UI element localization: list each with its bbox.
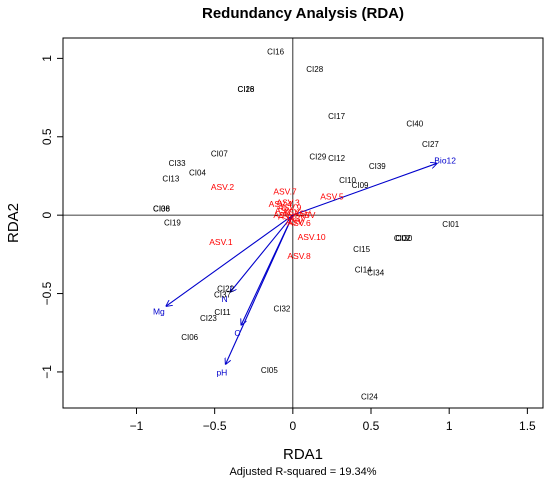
x-tick-label: 0 (289, 419, 296, 433)
site-label: CI34 (367, 269, 384, 278)
x-axis-title: RDA1 (283, 446, 323, 463)
site-label: CI26 (237, 85, 254, 94)
site-label: CI28 (306, 65, 323, 74)
x-tick-label: 0.5 (363, 419, 380, 433)
x-tick-label: 1 (446, 419, 453, 433)
site-label: CI17 (328, 112, 345, 121)
species-label: ASV.10 (298, 232, 326, 242)
site-label: CI14 (355, 266, 372, 275)
chart-title: Redundancy Analysis (RDA) (202, 5, 404, 22)
x-axis: −1 −0.5 0 0.5 1 1.5 (130, 408, 536, 433)
site-label: CI30 (395, 234, 412, 243)
site-label: CI02 (394, 234, 411, 243)
species-label: ASV.9 (278, 202, 302, 212)
plot-frame (62, 37, 544, 409)
environment-vectors: Bio12 Mg N CpH (153, 155, 456, 377)
site-label: CI22 (217, 284, 234, 293)
species-label: ASV.6 (287, 218, 311, 228)
y-tick-label: 1 (40, 55, 54, 62)
site-label: CI32 (273, 305, 290, 314)
x-tick-label: 1.5 (519, 419, 536, 433)
site-label: CI39 (369, 162, 386, 171)
site-label: CI04 (189, 168, 206, 177)
env-label: Bio12 (434, 155, 456, 165)
site-label: CI12 (328, 154, 345, 163)
env-arrow (226, 214, 294, 364)
y-tick-label: −0.5 (40, 281, 54, 305)
y-tick-label: 0 (40, 212, 54, 219)
species-cluster-label: ASV (283, 207, 300, 217)
site-label: CI01 (442, 220, 459, 229)
x-tick-label: −0.5 (203, 419, 227, 433)
species-cluster-label: ASV (289, 213, 306, 223)
site-label: CI19 (164, 219, 181, 228)
site-label: CI36 (153, 204, 170, 213)
species-label: ASV.1 (209, 237, 233, 247)
site-label: CI15 (353, 245, 370, 254)
species-label: ASV.4 (269, 199, 293, 209)
species-cluster-label: ASV (275, 205, 292, 215)
env-label: Mg (153, 306, 165, 316)
site-label: CI07 (211, 150, 228, 159)
env-label: pH (216, 367, 227, 377)
env-label: N (222, 294, 228, 304)
site-label: CI13 (162, 175, 179, 184)
site-label: CI40 (406, 120, 423, 129)
y-axis-title: RDA2 (5, 203, 22, 243)
y-tick-label: 0.5 (40, 128, 54, 145)
site-label: CI37 (214, 291, 231, 300)
site-label: CI06 (181, 333, 198, 342)
species-label: ASV.2 (211, 182, 235, 192)
site-label: CI08 (153, 204, 170, 213)
species-cluster-label: ASV (286, 216, 303, 226)
x-tick-label: −1 (130, 419, 144, 433)
site-label: CI16 (267, 48, 284, 57)
site-label: CI29 (309, 153, 326, 162)
site-label: CI05 (261, 366, 278, 375)
env-arrow (166, 214, 294, 306)
env-arrow (292, 163, 437, 216)
site-label: CI23 (200, 314, 217, 323)
species-cluster-label: ASV (278, 212, 295, 222)
y-tick-label: −1 (40, 365, 54, 379)
site-label: CI11 (214, 308, 231, 317)
site-label: CI27 (422, 140, 439, 149)
species-cluster-label: ASV (298, 210, 315, 220)
env-label: C (234, 328, 240, 338)
env-arrow (230, 214, 294, 292)
site-label: CI10 (339, 176, 356, 185)
chart-subtitle: Adjusted R-squared = 19.34% (229, 466, 376, 478)
species-label: ASV.5 (320, 191, 344, 201)
site-label: CI24 (361, 393, 378, 402)
site-label: CI09 (352, 181, 369, 190)
species-label: ASV.8 (287, 251, 311, 261)
species-label: ASV.3 (276, 198, 300, 208)
y-axis: −1 −0.5 0 0.5 1 (40, 55, 63, 379)
species-label: ASV.7 (273, 187, 297, 197)
site-label: CI33 (169, 159, 186, 168)
species-cluster-label: ASV (294, 209, 311, 219)
species-cluster-label: ASV (273, 210, 290, 220)
site-label: CI18 (237, 85, 254, 94)
